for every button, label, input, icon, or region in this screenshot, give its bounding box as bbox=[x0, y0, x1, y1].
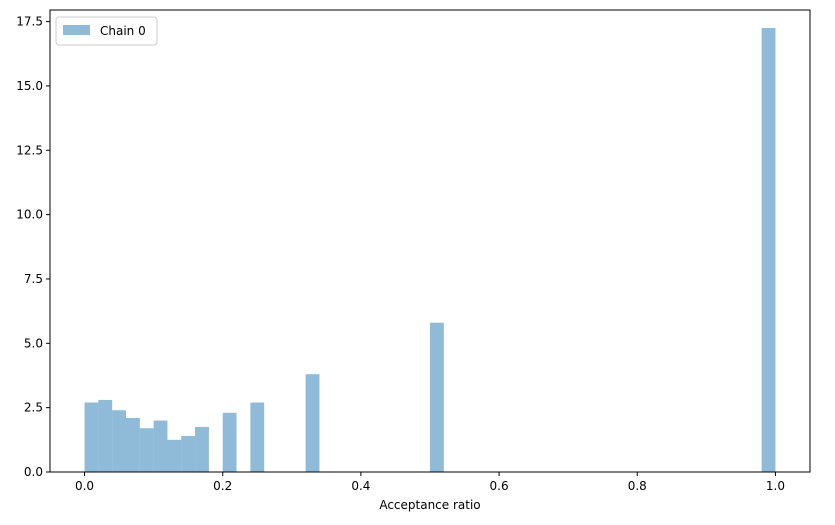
axes-frame bbox=[49, 9, 811, 473]
histogram-bar bbox=[84, 402, 99, 472]
histogram-bar bbox=[98, 399, 113, 472]
y-tick-label: 17.5 bbox=[16, 15, 43, 29]
x-tick-label: 1.0 bbox=[766, 479, 785, 493]
y-axis-ticks: 0.0 2.5 5.0 7.5 10.0 12.5 15.0 17.5 bbox=[16, 15, 50, 479]
y-tick-label: 10.0 bbox=[16, 208, 43, 222]
histogram-bar bbox=[761, 28, 776, 472]
x-tick-label: 0.4 bbox=[351, 479, 370, 493]
x-tick-label: 0.6 bbox=[490, 479, 509, 493]
legend: Chain 0 bbox=[55, 16, 158, 46]
y-tick-label: 12.5 bbox=[16, 143, 43, 157]
histogram-bar bbox=[222, 412, 237, 472]
histogram-bar bbox=[112, 410, 126, 472]
x-tick-label: 0.2 bbox=[213, 479, 232, 493]
legend-box bbox=[55, 16, 158, 46]
x-axis-label: Acceptance ratio bbox=[379, 498, 480, 512]
legend-label: Chain 0 bbox=[100, 24, 146, 38]
histogram-bar bbox=[195, 426, 209, 472]
legend-swatch bbox=[63, 25, 90, 35]
y-tick-label: 7.5 bbox=[24, 272, 43, 286]
y-tick-label: 0.0 bbox=[24, 465, 43, 479]
histogram-bar bbox=[139, 428, 154, 472]
histogram-bar bbox=[181, 435, 196, 472]
x-tick-label: 0.0 bbox=[75, 479, 94, 493]
histogram-bar bbox=[305, 374, 320, 472]
x-axis-ticks: 0.0 0.2 0.4 0.6 0.8 1.0 bbox=[75, 472, 785, 493]
histogram-bar bbox=[153, 420, 168, 472]
y-tick-label: 2.5 bbox=[24, 401, 43, 415]
histogram-bar bbox=[126, 417, 140, 472]
histogram-bar bbox=[167, 439, 182, 472]
y-tick-label: 15.0 bbox=[16, 79, 43, 93]
histogram-bar bbox=[430, 322, 444, 472]
y-tick-label: 5.0 bbox=[24, 336, 43, 350]
bars-group bbox=[84, 28, 776, 472]
histogram-bar bbox=[250, 402, 265, 472]
x-tick-label: 0.8 bbox=[628, 479, 647, 493]
